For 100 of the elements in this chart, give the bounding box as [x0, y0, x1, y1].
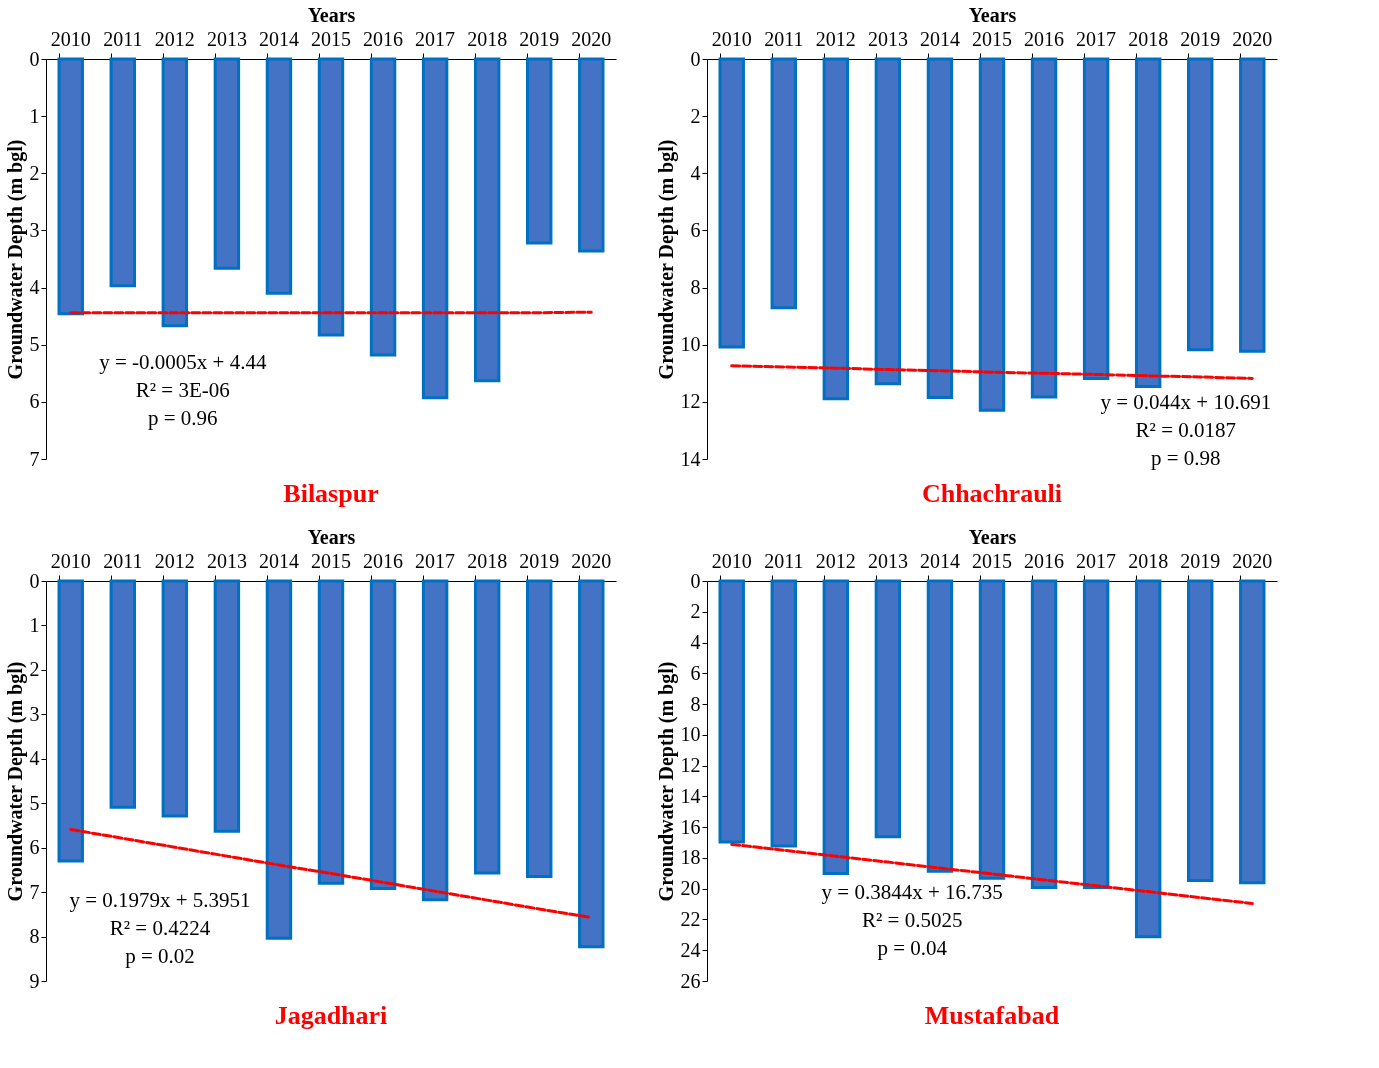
y-tick-label: 5 [29, 333, 40, 356]
x-axis-title: Years [307, 525, 356, 548]
y-tick-label: 4 [690, 161, 701, 184]
y-tick-label: 2 [690, 600, 701, 623]
annotation: y = 0.1979x + 5.3951 [69, 888, 251, 912]
bar [265, 579, 293, 940]
y-tick-label: 6 [690, 661, 701, 684]
x-tick-label: 2011 [764, 549, 804, 572]
x-tick-label: 2013 [206, 27, 247, 50]
y-tick-label: 1 [29, 613, 40, 636]
y-tick-label: 14 [680, 784, 701, 807]
bar [578, 57, 605, 253]
bar [1082, 57, 1110, 380]
x-tick-label: 2014 [919, 549, 960, 572]
annotation: y = -0.0005x + 4.44 [99, 350, 267, 374]
bar [926, 57, 954, 400]
bar [421, 579, 449, 902]
y-tick-label: 24 [680, 938, 701, 961]
annotation: p = 0.98 [1151, 446, 1221, 470]
x-tick-label: 2010 [50, 549, 91, 572]
y-tick-label: 22 [680, 907, 701, 930]
y-tick-label: 9 [29, 969, 40, 992]
annotation: R² = 3E-06 [135, 378, 230, 402]
bar [1134, 57, 1162, 388]
bar [421, 57, 449, 400]
x-tick-label: 2019 [1180, 549, 1221, 572]
y-tick-label: 4 [29, 747, 40, 770]
x-tick-label: 2011 [764, 27, 804, 50]
y-tick-label: 26 [680, 969, 701, 992]
y-tick-label: 18 [680, 846, 701, 869]
bar [526, 57, 553, 245]
y-axis-title: Groundwater Depth (m bgl) [654, 661, 678, 902]
annotation: p = 0.96 [148, 406, 218, 430]
y-tick-label: 3 [29, 218, 40, 241]
bar [109, 579, 136, 809]
y-tick-label: 0 [690, 569, 701, 592]
bar [526, 579, 553, 879]
bar [57, 57, 84, 316]
y-tick-label: 12 [680, 754, 701, 777]
annotation: p = 0.02 [125, 944, 195, 968]
bar [1134, 579, 1162, 939]
x-axis-title: Years [968, 525, 1017, 548]
x-tick-label: 2010 [711, 549, 752, 572]
y-tick-label: 12 [680, 390, 701, 413]
line-series [730, 842, 1254, 905]
y-tick-label: 7 [29, 880, 40, 903]
x-tick-label: 2016 [1024, 549, 1065, 572]
annotation: y = 0.3844x + 16.735 [821, 880, 1003, 904]
x-tick-label: 2019 [1180, 27, 1221, 50]
x-tick-label: 2020 [1232, 27, 1273, 50]
y-tick-label: 1 [29, 104, 40, 127]
text: Bilaspur [283, 479, 379, 508]
x-tick-label: 2020 [1232, 549, 1273, 572]
annotation: R² = 0.4224 [109, 916, 211, 940]
bar [265, 57, 293, 295]
y-tick-label: 20 [680, 877, 701, 900]
x-axis-title: Years [968, 3, 1017, 26]
annotation: R² = 0.0187 [1135, 418, 1236, 442]
bar [822, 57, 850, 401]
y-tick-label: 10 [680, 723, 701, 746]
x-tick-label: 2016 [363, 27, 404, 50]
y-tick-label: 14 [680, 447, 701, 470]
bar [161, 579, 189, 818]
x-tick-label: 2017 [1076, 549, 1117, 572]
text: Chhachrauli [921, 479, 1063, 508]
x-tick-label: 2019 [519, 27, 560, 50]
bar [874, 579, 902, 839]
x-tick-label: 2012 [154, 27, 195, 50]
bar [578, 579, 605, 949]
bar [718, 57, 745, 349]
x-tick-label: 2010 [50, 27, 91, 50]
text: Mustafabad [924, 1001, 1060, 1030]
x-tick-label: 2018 [467, 27, 508, 50]
y-tick-label: 6 [29, 390, 40, 413]
bar [213, 57, 241, 270]
x-tick-label: 2012 [815, 27, 856, 50]
y-tick-label: 0 [29, 47, 40, 70]
bar [317, 579, 345, 885]
bar [1030, 57, 1058, 399]
y-tick-label: 6 [29, 836, 40, 859]
y-tick-label: 0 [29, 569, 40, 592]
annotation: R² = 0.5025 [862, 908, 963, 932]
y-tick-label: 6 [690, 218, 701, 241]
bar [1239, 57, 1266, 353]
bar [770, 579, 797, 848]
bar [1239, 579, 1266, 885]
line-series [730, 364, 1254, 380]
bar [718, 579, 745, 844]
x-tick-label: 2016 [363, 549, 404, 572]
x-tick-label: 2018 [1128, 549, 1169, 572]
x-tick-label: 2010 [711, 27, 752, 50]
bar [978, 57, 1006, 412]
bar [473, 57, 501, 383]
x-tick-label: 2020 [571, 549, 612, 572]
x-tick-label: 2011 [103, 27, 143, 50]
y-tick-label: 7 [29, 447, 40, 470]
bar [1187, 57, 1214, 352]
x-tick-label: 2016 [1024, 27, 1065, 50]
y-axis-title: Groundwater Depth (m bgl) [654, 139, 678, 380]
text: Jagadhari [274, 1001, 388, 1030]
